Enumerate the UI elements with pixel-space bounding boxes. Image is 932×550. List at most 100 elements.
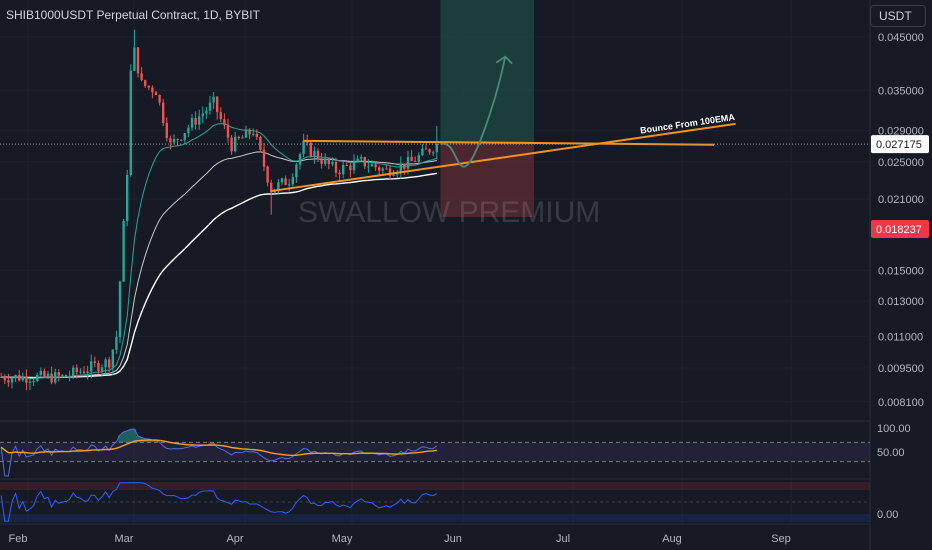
candle xyxy=(190,114,194,131)
price-tick-label: 0.045000 xyxy=(878,32,924,44)
grid-lines xyxy=(0,0,870,524)
candle xyxy=(331,157,334,167)
candle xyxy=(169,135,172,150)
time-tick-label: Feb xyxy=(9,533,28,545)
candle xyxy=(54,368,57,385)
candle xyxy=(288,179,291,192)
candle xyxy=(194,111,197,130)
price-tick-label: 0.008100 xyxy=(878,397,924,409)
chart-title: SHIB1000USDT Perpetual Contract, 1D, BYB… xyxy=(6,8,260,22)
time-tick-label: Mar xyxy=(115,533,134,545)
svg-text:0.018237: 0.018237 xyxy=(876,224,922,236)
candle xyxy=(324,153,327,166)
candle xyxy=(410,150,413,162)
candle xyxy=(165,117,168,142)
candle xyxy=(140,67,143,82)
price-tick-label: 0.029000 xyxy=(878,125,924,137)
candle xyxy=(313,146,316,164)
candle xyxy=(284,175,287,186)
bounce-annotation: Bounce From 100EMA xyxy=(639,112,735,136)
candle xyxy=(374,163,377,171)
time-tick-label: Jun xyxy=(444,533,462,545)
candle xyxy=(226,118,230,144)
rsi-tick-label: 50.00 xyxy=(877,447,905,459)
price-tick-label: 0.025000 xyxy=(878,157,924,169)
candle xyxy=(428,148,431,155)
candle xyxy=(356,155,359,162)
watermark: SWALLOW PREMIUM xyxy=(298,196,601,229)
time-tick-label: Apr xyxy=(226,533,243,545)
candle xyxy=(403,163,406,176)
oscillator-pane xyxy=(0,482,870,522)
candle xyxy=(244,125,248,138)
candle xyxy=(208,95,212,115)
candle xyxy=(176,138,179,147)
candle xyxy=(316,148,320,162)
candle xyxy=(57,369,60,382)
rsi-tick-label: 100.00 xyxy=(877,423,911,435)
candle xyxy=(255,129,258,140)
candle xyxy=(144,79,147,88)
candle xyxy=(129,64,132,177)
candle xyxy=(262,143,266,171)
candle xyxy=(295,162,298,183)
price-tick-label: 0.015000 xyxy=(878,266,924,278)
candle xyxy=(360,154,363,161)
candle xyxy=(115,330,118,355)
candle xyxy=(104,357,107,375)
time-tick-label: Aug xyxy=(662,533,682,545)
candle xyxy=(385,164,388,170)
candle xyxy=(399,156,402,179)
support-trendline[interactable] xyxy=(271,122,736,193)
price-axis[interactable]: 0.045000 0.035000 0.029000 0.025000 0.021000… xyxy=(878,32,924,409)
candle xyxy=(32,377,35,387)
candle xyxy=(309,141,312,158)
candle xyxy=(183,132,186,145)
candle xyxy=(86,365,89,380)
candle xyxy=(14,374,17,382)
candle xyxy=(187,124,190,138)
projection-arrow xyxy=(440,56,507,168)
candle xyxy=(414,156,417,163)
candle xyxy=(270,179,273,215)
candle xyxy=(3,373,6,385)
candle xyxy=(352,154,356,174)
candle xyxy=(72,365,75,379)
candle xyxy=(266,165,269,187)
price-tick-label: 0.013000 xyxy=(878,296,924,308)
candle xyxy=(259,135,262,153)
ema-100-line xyxy=(1,151,437,379)
candle xyxy=(126,169,129,227)
candle xyxy=(25,369,28,391)
currency-button[interactable]: USDT xyxy=(870,5,926,27)
candle xyxy=(0,372,3,378)
candle xyxy=(234,131,237,153)
candle xyxy=(108,356,111,373)
target-zone xyxy=(440,0,534,143)
candle xyxy=(154,91,158,96)
candle xyxy=(302,133,305,158)
candle xyxy=(162,99,165,127)
oscillator-tick-label: 0.00 xyxy=(877,509,898,521)
price-tick-label: 0.011000 xyxy=(878,332,923,344)
candle xyxy=(280,177,284,186)
candle xyxy=(172,134,176,145)
candle xyxy=(432,150,435,157)
candle xyxy=(133,29,136,72)
candle xyxy=(241,135,244,139)
candle xyxy=(363,156,366,170)
candle xyxy=(79,368,82,375)
time-tick-label: May xyxy=(332,533,353,545)
candle xyxy=(338,169,341,181)
osc-lower-band xyxy=(0,514,870,522)
price-tick-label: 0.035000 xyxy=(878,85,924,97)
candle xyxy=(64,374,68,377)
candle xyxy=(43,368,46,378)
candle xyxy=(82,366,86,375)
current-price-badge: 0.027175 xyxy=(871,135,929,154)
candle xyxy=(291,173,294,187)
candle xyxy=(252,128,255,137)
candle xyxy=(298,152,302,170)
time-axis[interactable]: Feb Mar Apr May Jun Jul Aug Sep xyxy=(9,533,791,545)
